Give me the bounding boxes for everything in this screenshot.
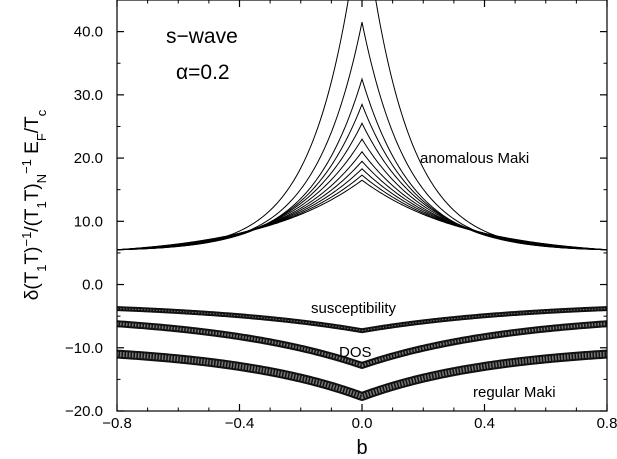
y-axis: −20.0 −10.0 0.0 10.0 20.0 30.0 40.0: [65, 24, 607, 420]
anomalous-maki-curve: [117, 102, 607, 251]
anomalous-maki-curves: [117, 0, 607, 251]
y-tick-label: 20.0: [74, 150, 103, 167]
anomalous-maki-curve: [117, 138, 607, 251]
anomalous-maki-curve: [117, 174, 607, 251]
y-tick-label: 40.0: [74, 24, 103, 41]
anomalous-maki-curve: [117, 22, 607, 251]
annotation-model: s−wave: [166, 25, 238, 48]
y-tick-label: 10.0: [74, 213, 103, 230]
curves-group: [117, 0, 607, 401]
y-tick-label: 0.0: [82, 277, 103, 294]
anomalous-maki-curve: [117, 122, 607, 251]
dos-curve-texture: [117, 322, 607, 368]
x-tick-label: 0.0: [352, 415, 373, 432]
x-axis-label: b: [356, 437, 367, 459]
regular-maki-curve-texture: [117, 351, 607, 400]
susceptibility-curve-texture: [117, 308, 607, 332]
annotation-anomalous-maki: anomalous Maki: [420, 150, 529, 167]
annotation-regular-maki: regular Maki: [473, 384, 556, 401]
anomalous-maki-curve: [117, 168, 607, 251]
anomalous-maki-curve: [117, 0, 607, 251]
y-axis-label: δ(T1T)−1/(T1T)N−1 EF/Tc: [19, 109, 49, 300]
x-tick-label: −0.4: [225, 415, 255, 432]
x-tick-label: 0.8: [597, 415, 617, 432]
anomalous-maki-curve: [117, 150, 607, 251]
annotation-dos: DOS: [339, 344, 372, 361]
annotation-alpha: α=0.2: [176, 61, 230, 84]
anomalous-maki-curve: [117, 179, 607, 251]
y-tick-label: −20.0: [65, 403, 103, 420]
x-tick-label: −0.8: [102, 415, 132, 432]
y-tick-label: −10.0: [65, 340, 103, 357]
annotation-susceptibility: susceptibility: [311, 300, 397, 317]
band-curves: [117, 306, 607, 401]
y-tick-label: 30.0: [74, 87, 103, 104]
x-tick-label: 0.4: [474, 415, 495, 432]
x-axis: −0.8 −0.4 0.0 0.4 0.8: [102, 0, 617, 432]
